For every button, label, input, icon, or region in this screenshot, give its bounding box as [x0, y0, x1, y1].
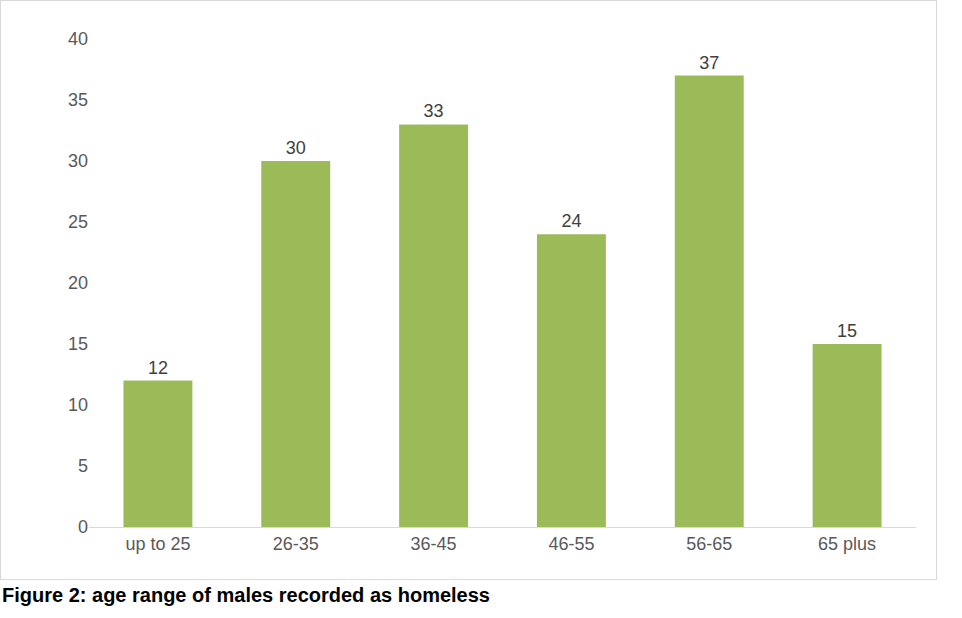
svg-text:40: 40	[68, 29, 88, 49]
svg-text:33: 33	[424, 101, 444, 121]
svg-text:56-65: 56-65	[686, 534, 732, 554]
svg-text:36-45: 36-45	[411, 534, 457, 554]
svg-text:5: 5	[78, 456, 88, 476]
svg-text:35: 35	[68, 90, 88, 110]
svg-text:46-55: 46-55	[548, 534, 594, 554]
svg-text:30: 30	[68, 151, 88, 171]
svg-text:37: 37	[699, 53, 719, 73]
svg-text:20: 20	[68, 273, 88, 293]
svg-text:25: 25	[68, 212, 88, 232]
svg-text:15: 15	[68, 334, 88, 354]
svg-text:24: 24	[561, 211, 581, 231]
svg-text:15: 15	[837, 321, 857, 341]
svg-text:10: 10	[68, 395, 88, 415]
svg-text:up to 25: up to 25	[125, 534, 190, 554]
svg-text:30: 30	[286, 138, 306, 158]
svg-text:65 plus: 65 plus	[818, 534, 876, 554]
svg-text:0: 0	[78, 517, 88, 537]
svg-text:12: 12	[148, 358, 168, 378]
html-text:Figure 2: age range of males r: Figure 2: age range of males recorded as…	[2, 584, 490, 606]
svg-text:26-35: 26-35	[273, 534, 319, 554]
